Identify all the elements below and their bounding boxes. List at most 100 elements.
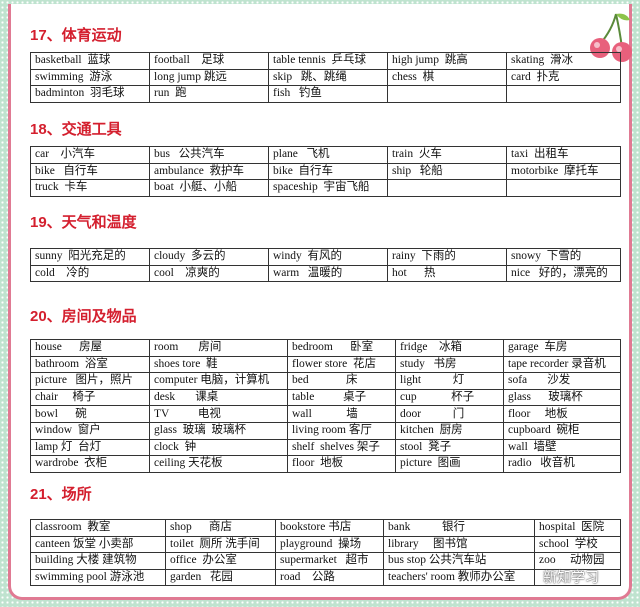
vocab-cell: sunny 阳光充足的 (30, 248, 150, 266)
vocab-cell: bookstore 书店 (275, 519, 384, 537)
table-row: bike 自行车 ambulance 救护车 bike 自行车 ship 轮船 moto… (30, 162, 621, 181)
vocab-cell: ambulance 救护车 (149, 162, 269, 181)
vocab-table: house 房屋 room 房间 bedroom 卧室 fridge 冰箱 garage… (30, 339, 621, 473)
vocab-cell: playground 操场 (275, 535, 384, 554)
vocab-cell: shoes tore 鞋 (149, 355, 288, 374)
vocab-cell: glass 玻璃 玻璃杯 (149, 421, 288, 440)
vocab-cell: fish 钓鱼 (268, 85, 388, 103)
vocab-cell: light 灯 (395, 372, 504, 390)
vocab-cell: badminton 羽毛球 (30, 85, 150, 103)
vocab-cell: cool 凉爽的 (149, 264, 269, 283)
table-row: swimming pool 游泳池 garden 花园 road 公路 teacher… (30, 568, 621, 587)
table-row: wardrobe 衣柜 ceiling 天花板 floor 地板 picture 图画… (30, 455, 621, 473)
section-title: 18、交通工具 (30, 121, 122, 138)
vocab-cell: teachers' room 教师办公室 (383, 568, 535, 587)
vocab-cell (506, 85, 621, 103)
table-row: cold 冷的 cool 凉爽的 warm 温暖的 hot 热 nice 好的，漂亮的 (30, 264, 621, 283)
vocab-cell: warm 温暖的 (268, 264, 388, 283)
vocab-cell: bank 银行 (383, 519, 535, 537)
vocab-cell: chair 椅子 (30, 388, 150, 407)
vocab-cell: desk 课桌 (149, 388, 288, 407)
vocab-cell: road 公路 (275, 568, 384, 587)
vocab-cell: hospital 医院 (534, 519, 621, 537)
vocab-cell: library 图书馆 (383, 535, 535, 554)
table-row: bowl 碗 TV 电视 wall 墙 door 门 floor 地板 (30, 405, 621, 423)
table-row: truck 卡车 boat 小艇、小船 spaceship 宇宙飞船 (30, 179, 621, 197)
vocab-cell: canteen 饭堂 小卖部 (30, 535, 166, 554)
vocab-cell: bedroom 卧室 (287, 339, 396, 357)
vocab-cell: football 足球 (149, 52, 269, 70)
vocab-cell: picture 图片，照片 (30, 372, 150, 390)
vocab-cell: school 学校 (534, 535, 621, 554)
table-row: window 窗户 glass 玻璃 玻璃杯 living room 客厅 kitch… (30, 421, 621, 440)
vocab-cell: ceiling 天花板 (149, 455, 288, 473)
vocab-cell (506, 179, 621, 197)
vocab-cell: plane 飞机 (268, 146, 388, 164)
vocab-cell: basketball 蓝球 (30, 52, 150, 70)
vocab-cell: cup 杯子 (395, 388, 504, 407)
vocab-cell (534, 568, 621, 587)
vocab-cell: snowy 下雪的 (506, 248, 621, 266)
vocab-cell: swimming pool 游泳池 (30, 568, 166, 587)
vocab-cell: living room 客厅 (287, 421, 396, 440)
vocab-cell: spaceship 宇宙飞船 (268, 179, 388, 197)
vocab-cell: table 桌子 (287, 388, 396, 407)
vocab-cell: skating 滑冰 (506, 52, 621, 70)
table-row: basketball 蓝球 football 足球 table tennis 乒乓球… (30, 52, 621, 70)
vocab-table: car 小汽车 bus 公共汽车 plane 飞机 train 火车 taxi 出租车 b… (30, 146, 621, 197)
vocab-cell: kitchen 厨房 (395, 421, 504, 440)
vocab-cell: zoo 动物园 (534, 552, 621, 570)
section-title: 19、天气和温度 (30, 214, 137, 231)
vocab-cell: long jump 跳远 (149, 68, 269, 87)
vocab-cell: wall 墙 (287, 405, 396, 423)
vocab-cell: wall 墙壁 (503, 438, 621, 457)
vocab-cell: hot 热 (387, 264, 507, 283)
vocab-cell: chess 棋 (387, 68, 507, 87)
vocab-cell (387, 85, 507, 103)
section-title: 21、场所 (30, 486, 92, 503)
vocab-cell: radio 收音机 (503, 455, 621, 473)
vocab-cell: bus 公共汽车 (149, 146, 269, 164)
vocab-cell: sofa 沙发 (503, 372, 621, 390)
vocab-cell: study 书房 (395, 355, 504, 374)
page-card (8, 4, 632, 600)
vocab-cell: car 小汽车 (30, 146, 150, 164)
vocab-cell: boat 小艇、小船 (149, 179, 269, 197)
vocab-cell: glass 玻璃杯 (503, 388, 621, 407)
vocab-cell: taxi 出租车 (506, 146, 621, 164)
vocab-cell: door 门 (395, 405, 504, 423)
vocab-cell: garage 车房 (503, 339, 621, 357)
table-row: lamp 灯 台灯 clock 钟 shelf shelves 架子 stool 凳子… (30, 438, 621, 457)
vocab-cell: flower store 花店 (287, 355, 396, 374)
vocab-cell: ship 轮船 (387, 162, 507, 181)
vocab-cell: house 房屋 (30, 339, 150, 357)
vocab-table: classroom 教室 shop 商店 bookstore 书店 bank 银行 ho… (30, 519, 621, 587)
vocab-cell: table tennis 乒乓球 (268, 52, 388, 70)
vocab-cell: nice 好的，漂亮的 (506, 264, 621, 283)
table-row: bathroom 浴室 shoes tore 鞋 flower store 花店 st… (30, 355, 621, 374)
vocab-cell: TV 电视 (149, 405, 288, 423)
table-row: house 房屋 room 房间 bedroom 卧室 fridge 冰箱 garage… (30, 339, 621, 357)
vocab-cell: garden 花园 (165, 568, 276, 587)
vocab-cell: room 房间 (149, 339, 288, 357)
section-title: 20、房间及物品 (30, 308, 137, 325)
vocab-cell: bed 床 (287, 372, 396, 390)
vocab-cell: cloudy 多云的 (149, 248, 269, 266)
table-row: car 小汽车 bus 公共汽车 plane 飞机 train 火车 taxi 出租车 (30, 146, 621, 164)
table-row: canteen 饭堂 小卖部 toilet 厕所 洗手间 playground 操场… (30, 535, 621, 554)
vocab-cell: wardrobe 衣柜 (30, 455, 150, 473)
vocab-cell: picture 图画 (395, 455, 504, 473)
vocab-cell: swimming 游泳 (30, 68, 150, 87)
vocab-cell: shop 商店 (165, 519, 276, 537)
watermark: 新知学习 (543, 570, 599, 586)
table-row: building 大楼 建筑物 office 办公室 supermarket 超市 b… (30, 552, 621, 570)
vocab-cell: office 办公室 (165, 552, 276, 570)
vocab-cell: window 窗户 (30, 421, 150, 440)
vocab-cell: supermarket 超市 (275, 552, 384, 570)
vocab-cell: bowl 碗 (30, 405, 150, 423)
vocab-cell: bus stop 公共汽车站 (383, 552, 535, 570)
vocab-cell: rainy 下雨的 (387, 248, 507, 266)
table-row: chair 椅子 desk 课桌 table 桌子 cup 杯子 glass 玻璃杯 (30, 388, 621, 407)
vocab-cell: fridge 冰箱 (395, 339, 504, 357)
